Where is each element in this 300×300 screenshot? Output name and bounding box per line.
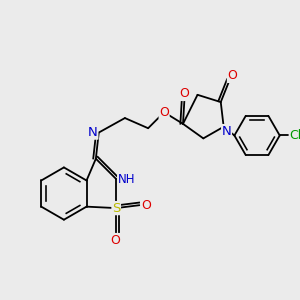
Text: Cl: Cl [290,129,300,142]
Text: N: N [222,124,231,138]
Text: O: O [159,106,169,119]
Text: O: O [227,69,237,82]
Text: S: S [112,202,120,214]
Text: NH: NH [118,172,135,185]
Text: O: O [179,87,189,101]
Text: O: O [110,233,120,247]
Text: O: O [141,199,151,212]
Text: N: N [88,126,98,139]
